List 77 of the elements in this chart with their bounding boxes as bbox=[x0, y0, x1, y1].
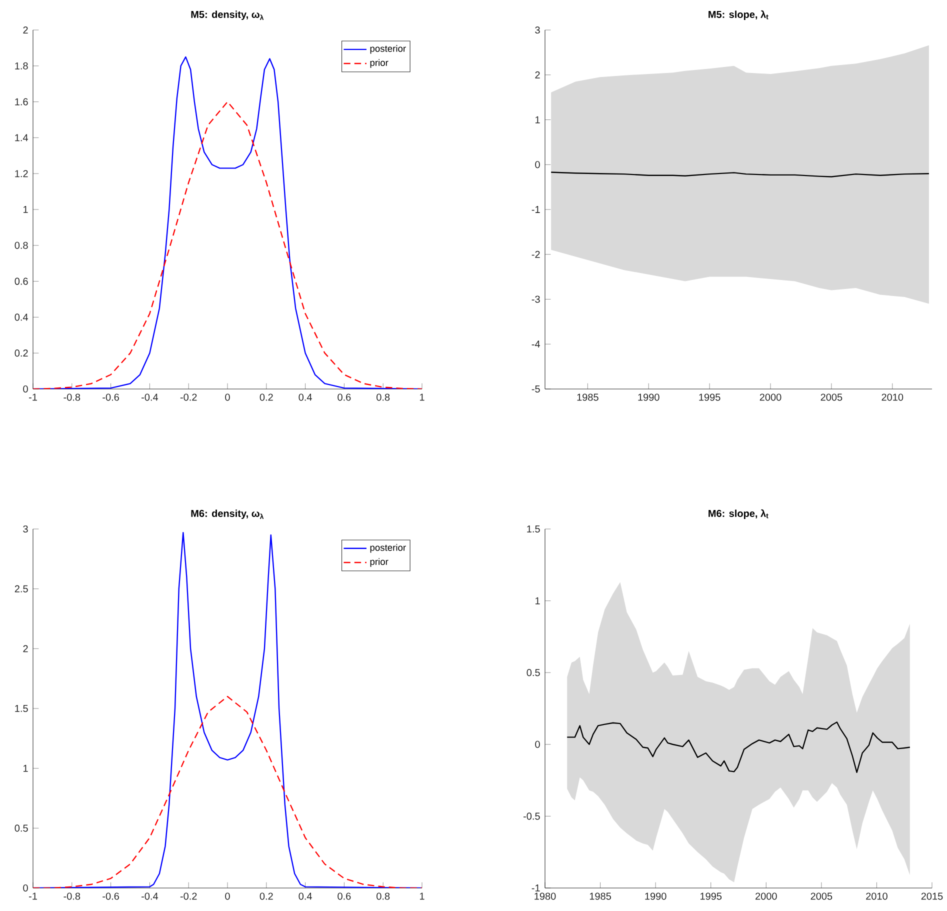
x-tick-label: -0.4 bbox=[142, 394, 158, 401]
x-tick-label: 0.4 bbox=[298, 892, 312, 900]
x-tick-label: 1985 bbox=[590, 892, 611, 900]
y-tick-label: 0.8 bbox=[14, 242, 28, 249]
y-tick-label: 1.5 bbox=[527, 526, 540, 532]
y-tick-label: 2 bbox=[23, 26, 28, 34]
y-tick-label: -0.5 bbox=[524, 812, 540, 820]
x-tick-label: -1 bbox=[29, 892, 37, 900]
x-tick-label: 1980 bbox=[534, 892, 556, 900]
y-tick-label: 0 bbox=[535, 740, 540, 748]
y-tick-label: 3 bbox=[535, 26, 540, 34]
x-tick-label: 2010 bbox=[882, 394, 904, 401]
x-tick-label: 1 bbox=[420, 394, 424, 401]
y-tick-label: 1 bbox=[535, 116, 540, 124]
chart-title: M6: density, ω$_{λ}$ bbox=[191, 510, 264, 519]
x-tick-label: -0.6 bbox=[102, 394, 119, 401]
y-tick-label: 0.6 bbox=[14, 278, 28, 285]
y-tick-label: 1.8 bbox=[15, 62, 28, 70]
x-tick-label: 0 bbox=[225, 892, 230, 900]
x-tick-label: 1985 bbox=[577, 394, 598, 401]
x-tick-label: 0.2 bbox=[260, 394, 273, 401]
y-tick-label: -1 bbox=[532, 206, 540, 213]
y-tick-label: 1 bbox=[23, 206, 28, 213]
y-tick-label: 1 bbox=[23, 764, 28, 772]
x-tick-label: 0.6 bbox=[338, 892, 351, 900]
y-tick-label: 0 bbox=[535, 161, 540, 168]
x-tick-label: 0 bbox=[225, 394, 230, 401]
chart-title: M5: density, ω$_{λ}$ bbox=[191, 10, 264, 20]
y-tick-label: 1 bbox=[535, 597, 540, 604]
y-tick-label: 0 bbox=[23, 884, 28, 892]
x-tick-label: 2005 bbox=[810, 892, 832, 900]
y-tick-label: -5 bbox=[532, 386, 540, 392]
x-tick-label: 1995 bbox=[699, 394, 720, 401]
y-tick-label: 0.2 bbox=[14, 350, 28, 357]
legend-label: posterior bbox=[370, 544, 406, 553]
y-tick-label: 0 bbox=[23, 385, 28, 393]
y-tick-label: -2 bbox=[532, 250, 540, 258]
x-tick-label: -0.2 bbox=[180, 892, 197, 900]
x-tick-label: 0.8 bbox=[376, 892, 390, 900]
x-tick-label: 0.2 bbox=[260, 892, 273, 900]
x-tick-label: 1995 bbox=[700, 892, 722, 900]
legend-label: prior bbox=[370, 59, 388, 68]
chart-title: M5: slope, λ$_{t}$ bbox=[708, 10, 768, 20]
y-tick-label: -1 bbox=[532, 884, 540, 892]
x-tick-label: -0.2 bbox=[180, 394, 197, 401]
y-tick-label: 2.5 bbox=[14, 585, 28, 592]
x-tick-label: 1990 bbox=[638, 394, 660, 401]
x-tick-label: 2010 bbox=[866, 892, 888, 900]
x-tick-label: 2000 bbox=[756, 892, 777, 900]
y-tick-label: 1.4 bbox=[15, 134, 28, 142]
y-tick-label: 0.5 bbox=[526, 669, 540, 676]
x-tick-label: 0.8 bbox=[376, 394, 390, 401]
y-tick-label: 1.2 bbox=[15, 170, 28, 178]
y-tick-label: 0.4 bbox=[14, 314, 28, 321]
x-tick-label: 2015 bbox=[921, 892, 943, 900]
y-tick-label: 0.5 bbox=[14, 824, 28, 832]
x-tick-label: 1 bbox=[420, 892, 424, 900]
y-tick-label: 2 bbox=[535, 71, 540, 78]
y-tick-label: 2 bbox=[23, 645, 28, 652]
x-tick-label: 2000 bbox=[760, 394, 782, 401]
x-tick-label: -0.6 bbox=[102, 892, 119, 900]
y-tick-label: -4 bbox=[532, 340, 540, 348]
y-tick-label: 3 bbox=[23, 525, 28, 533]
y-tick-label: 1.6 bbox=[15, 98, 28, 106]
x-tick-label: 0.4 bbox=[298, 394, 312, 401]
legend-label: posterior bbox=[370, 45, 406, 54]
x-tick-label: -0.8 bbox=[64, 892, 80, 900]
y-tick-label: 1.5 bbox=[15, 705, 28, 712]
x-tick-label: 1990 bbox=[645, 892, 666, 900]
chart-title: M6: slope, λ$_{t}$ bbox=[708, 509, 768, 519]
x-tick-label: -1 bbox=[29, 394, 37, 401]
x-tick-label: 2005 bbox=[820, 394, 842, 401]
x-tick-label: -0.8 bbox=[64, 394, 80, 401]
y-tick-label: -3 bbox=[532, 296, 540, 303]
x-tick-label: -0.4 bbox=[142, 892, 158, 900]
legend-label: prior bbox=[370, 558, 388, 567]
x-tick-label: 0.6 bbox=[338, 394, 351, 401]
